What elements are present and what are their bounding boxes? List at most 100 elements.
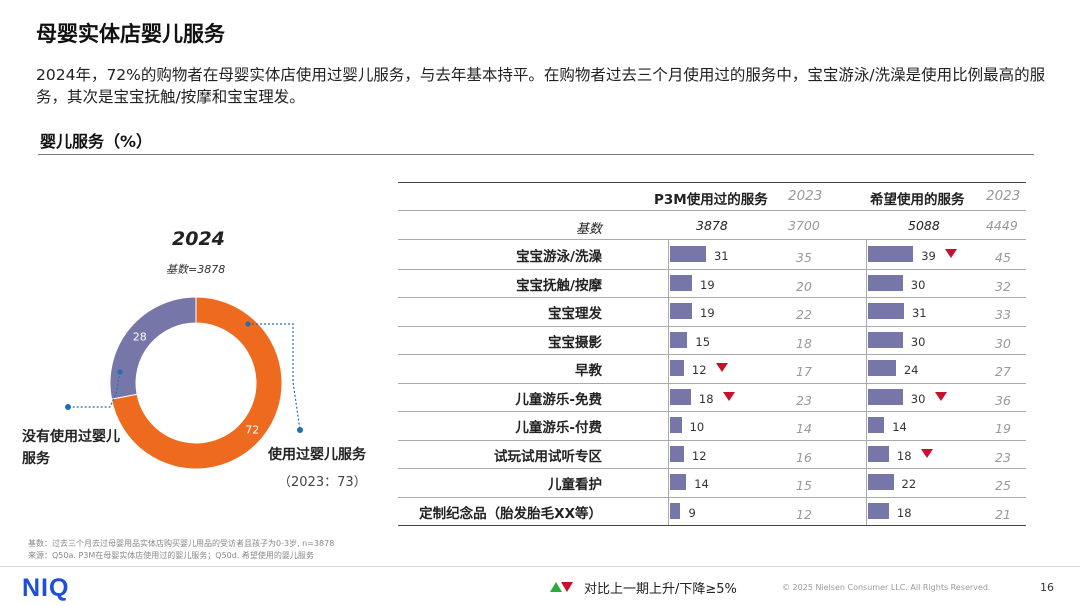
bar-want-value: 22 (901, 477, 917, 492)
base-label: 基数 (575, 222, 602, 237)
bar-p3m (670, 417, 682, 434)
page-title: 母婴实体店婴儿服务 (36, 22, 225, 46)
bar-want (868, 246, 914, 263)
bar-want-value: 14 (892, 420, 907, 435)
col1-prev-header: 2023 (788, 188, 823, 204)
callout-unused-leader-dot (117, 369, 123, 375)
up-triangle-icon (550, 582, 562, 592)
header-rule (398, 210, 1026, 211)
bar-want (868, 502, 889, 519)
donut-slice-used (110, 296, 283, 470)
bar-p3m (670, 303, 693, 320)
bar-p3m-value: 31 (713, 249, 729, 264)
table-top-rule (398, 182, 1026, 183)
bar-want (868, 303, 904, 320)
p3m-2023-value: 14 (796, 421, 812, 437)
p3m-2023-value: 35 (796, 250, 812, 266)
row-label: 定制纪念品（胎发胎毛XX等） (419, 505, 602, 522)
section-divider (38, 154, 1034, 155)
bar-want (868, 360, 896, 377)
bar-want-value: 30 (910, 391, 926, 406)
p3m-2023-value: 18 (796, 335, 812, 351)
row-label: 儿童游乐-付费 (515, 420, 602, 437)
row-label: 宝宝抚触/按摩 (516, 277, 602, 294)
decline-icon (715, 363, 728, 373)
row-divider (398, 382, 1026, 384)
col1-prev-base: 3700 (788, 218, 820, 233)
bar-p3m (670, 474, 687, 491)
summary-text: 2024年，72%的购物者在母婴实体店使用过婴儿服务，与去年基本持平。在购物者过… (36, 66, 1046, 106)
row-label: 儿童看护 (548, 477, 602, 494)
bar-p3m-value: 10 (689, 420, 705, 435)
bar-want (868, 474, 894, 491)
bar-p3m-value: 18 (698, 391, 714, 406)
callout-unused-leader (68, 371, 121, 408)
bar-p3m-value: 12 (691, 448, 707, 463)
callout-used-leader-dot (245, 321, 251, 327)
bar-p3m (670, 331, 688, 348)
bar-want-value: 30 (910, 334, 926, 349)
want-2023-value: 33 (995, 307, 1011, 323)
donut-label-unused: 没有使用过婴儿服务 (22, 429, 120, 467)
row-divider (398, 496, 1026, 498)
footnote-source: 来源：Q50a. P3M在母婴实体店使用过的婴儿服务；Q50d. 希望使用的婴儿… (28, 551, 314, 560)
bar-p3m (670, 445, 684, 462)
decline-icon (934, 391, 947, 401)
legend-text: 对比上一期上升/下降≥5% (584, 582, 737, 597)
callout-unused-leader-dot (65, 404, 71, 410)
bar-p3m (670, 360, 684, 377)
col2-header: 希望使用的服务 (870, 192, 965, 208)
row-label: 试玩试用试听专区 (494, 448, 602, 465)
p3m-2023-value: 17 (796, 364, 812, 380)
decline-icon (722, 391, 735, 401)
bar-want (868, 388, 903, 405)
bar-p3m-value: 14 (694, 477, 709, 492)
decline-icon (945, 249, 958, 259)
row-label: 宝宝摄影 (548, 334, 602, 351)
donut-year: 2024 (172, 228, 225, 250)
bar-want-value: 30 (910, 277, 926, 292)
footer-divider (0, 566, 1080, 567)
p3m-2023-value: 16 (796, 449, 812, 465)
want-2023-value: 36 (995, 392, 1011, 408)
bar-want-value: 18 (896, 448, 912, 463)
footnote-base: 基数：过去三个月去过母婴用品实体店购买婴儿用品的受访者且孩子为0-3岁, n=3… (28, 539, 335, 548)
want-2023-value: 27 (995, 364, 1011, 380)
row-label: 宝宝游泳/洗澡 (516, 249, 602, 266)
row-label: 宝宝理发 (548, 306, 602, 323)
donut-slice-unused (109, 296, 197, 400)
copyright: © 2025 Nielsen Consumer LLC. All Rights … (782, 583, 991, 592)
bar-want (868, 417, 885, 434)
row-label: 早教 (575, 363, 602, 380)
col2-prev-base: 4449 (986, 218, 1018, 233)
base-rule (398, 239, 1026, 240)
want-2023-value: 30 (995, 335, 1011, 351)
row-divider (398, 268, 1026, 270)
row-label: 儿童游乐-免费 (515, 391, 602, 408)
bar-p3m-value: 19 (700, 306, 715, 321)
bar-want (868, 331, 903, 348)
bar-want (868, 445, 889, 462)
bar-want-value: 24 (903, 363, 919, 378)
page-number: 16 (1040, 581, 1054, 594)
col1-base: 3878 (696, 218, 728, 233)
p3m-2023-value: 12 (796, 506, 812, 522)
col1-header: P3M使用过的服务 (654, 192, 768, 208)
bar-p3m (670, 502, 681, 519)
bar-want (868, 274, 903, 291)
bar-want-value: 31 (911, 306, 927, 321)
bar-p3m-value: 19 (700, 277, 715, 292)
niq-logo: NIQ (22, 574, 70, 602)
bar-p3m-value: 9 (688, 505, 696, 520)
donut-slice-used-value: 72 (245, 424, 259, 437)
table-bottom-rule (398, 525, 1026, 526)
bar-p3m (670, 388, 691, 405)
p3m-2023-value: 20 (796, 278, 812, 294)
bar-want-value: 39 (921, 249, 936, 264)
callout-used-leader (248, 323, 301, 431)
row-divider (398, 325, 1026, 327)
p3m-2023-value: 15 (796, 478, 812, 494)
row-divider (398, 411, 1026, 412)
want-2023-value: 45 (995, 250, 1011, 266)
